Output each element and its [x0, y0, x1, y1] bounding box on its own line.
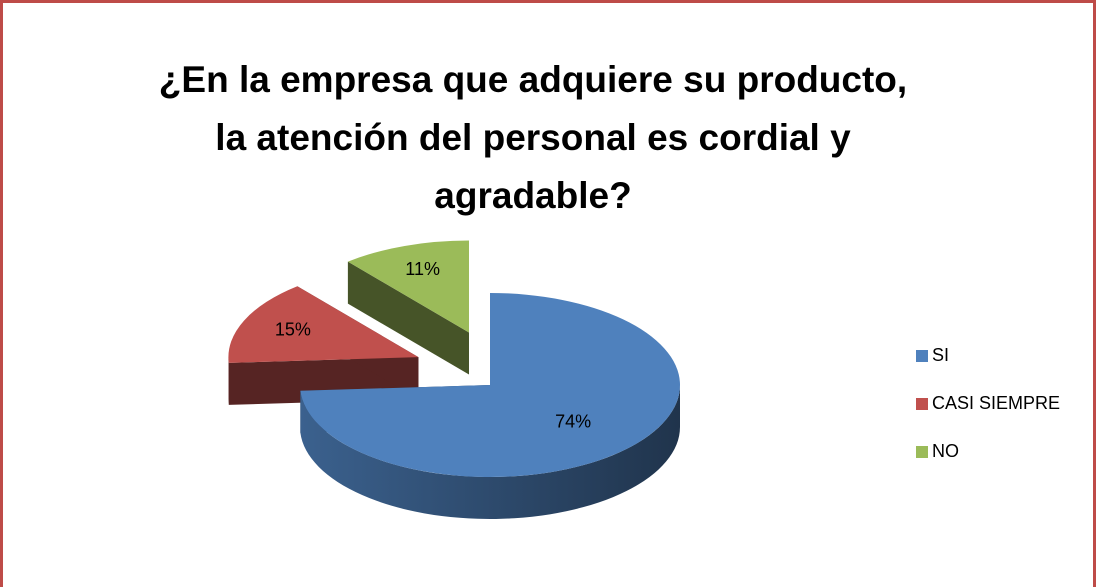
legend-swatch [916, 446, 928, 458]
legend-label: CASI SIEMPRE [932, 393, 1060, 413]
slice-top [300, 293, 681, 477]
pie-slice: 74% [300, 293, 681, 520]
data-label: 15% [275, 320, 311, 340]
legend-swatch [916, 350, 928, 362]
data-label: 74% [555, 412, 591, 432]
legend-label: SI [932, 345, 949, 365]
slice-top [228, 286, 419, 363]
data-label: 11% [405, 259, 440, 279]
legend-label: NO [932, 441, 959, 461]
legend-swatch [916, 398, 928, 410]
slice-wall [300, 385, 681, 520]
chart-title: ¿En la empresa que adquiere su producto,… [158, 59, 908, 216]
slice-side [347, 261, 469, 375]
slice-top [347, 240, 469, 333]
pie-slice: 11% [347, 240, 469, 375]
chart: 11% 15% 74% SI CASI SIEMPRE NO [228, 240, 1060, 520]
